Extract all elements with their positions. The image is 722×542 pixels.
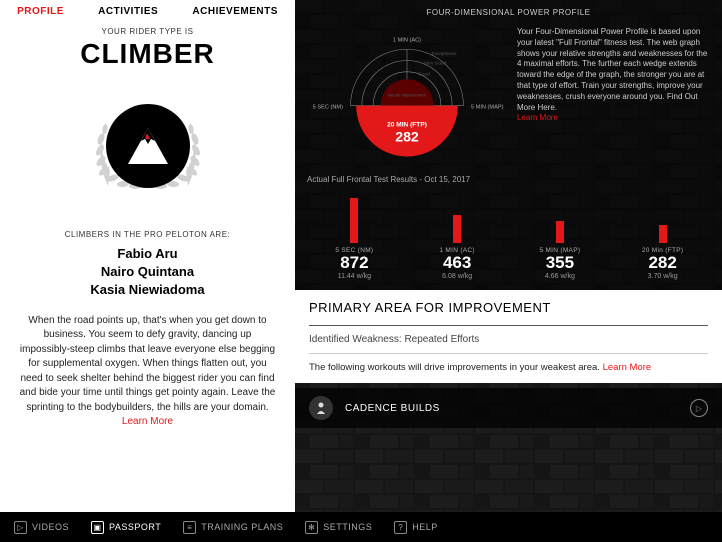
play-icon[interactable]: ▷ <box>690 399 708 417</box>
nav-help[interactable]: ? HELP <box>394 521 438 534</box>
rider-description: When the road points up, that's when you… <box>18 314 277 430</box>
fourd-title: FOUR-DIMENSIONAL POWER PROFILE <box>307 8 710 17</box>
svg-text:282: 282 <box>395 128 419 144</box>
nav-videos[interactable]: ▷ VIDEOS <box>14 521 69 534</box>
improvement-title: PRIMARY AREA FOR IMPROVEMENT <box>309 300 708 315</box>
bar <box>556 221 564 243</box>
learn-more-link[interactable]: Learn More <box>122 416 173 427</box>
pro-name: Kasia Niewiadoma <box>90 281 204 299</box>
svg-text:Good: Good <box>418 72 430 77</box>
tabs: PROFILE ACTIVITIES ACHIEVEMENTS <box>0 0 295 23</box>
bar-item: 20 Min (FTP) 282 3.70 w/kg <box>615 225 710 280</box>
profile-content: YOUR RIDER TYPE IS CLIMBER <box>0 23 295 440</box>
bar-item: 5 MIN (MAP) 355 4.66 w/kg <box>513 221 608 280</box>
nav-label: HELP <box>412 522 438 532</box>
svg-text:1 MIN (AC): 1 MIN (AC) <box>393 38 421 44</box>
workouts-hint: The following workouts will drive improv… <box>309 362 708 373</box>
workout-icon <box>309 396 333 420</box>
mountain-icon <box>106 104 190 188</box>
bar-wkg: 4.66 w/kg <box>545 273 575 280</box>
tab-profile[interactable]: PROFILE <box>17 6 64 17</box>
nav-icon: ▷ <box>14 521 27 534</box>
rider-type-label: YOUR RIDER TYPE IS <box>102 27 194 36</box>
test-bars: 5 SEC (NM) 872 11.44 w/kg 1 MIN (AC) 463… <box>307 190 710 280</box>
svg-text:5 SEC (NM): 5 SEC (NM) <box>313 105 343 111</box>
bar-value: 355 <box>546 254 574 273</box>
svg-text:Very Good: Very Good <box>424 60 447 65</box>
nav-label: VIDEOS <box>32 522 69 532</box>
nav-icon: ✻ <box>305 521 318 534</box>
workout-name: CADENCE BUILDS <box>345 403 678 414</box>
nav-icon: ▣ <box>91 521 104 534</box>
pros-label: CLIMBERS IN THE PRO PELOTON ARE: <box>65 230 231 239</box>
bar-wkg: 3.70 w/kg <box>648 273 678 280</box>
bar-item: 5 SEC (NM) 872 11.44 w/kg <box>307 198 402 280</box>
nav-passport[interactable]: ▣ PASSPORT <box>91 521 161 534</box>
workout-card[interactable]: CADENCE BUILDS ▷ <box>295 388 722 428</box>
svg-text:Needs Improvement: Needs Improvement <box>388 92 427 97</box>
nav-icon: ≡ <box>183 521 196 534</box>
pro-name: Fabio Aru <box>90 245 204 263</box>
tab-achievements[interactable]: ACHIEVEMENTS <box>192 6 277 17</box>
fourd-description: Your Four-Dimensional Power Profile is b… <box>517 21 710 171</box>
left-panel: PROFILE ACTIVITIES ACHIEVEMENTS YOUR RID… <box>0 0 295 512</box>
bar-wkg: 11.44 w/kg <box>338 273 371 280</box>
bar <box>453 215 461 243</box>
svg-text:20 MIN (FTP): 20 MIN (FTP) <box>387 121 427 128</box>
pro-name: Nairo Quintana <box>90 263 204 281</box>
learn-more-link[interactable]: Learn More <box>517 113 558 122</box>
svg-text:Exceptional: Exceptional <box>431 51 455 56</box>
radar-chart: 1 MIN (AC) 5 SEC (NM) 5 MIN (MAP) Except… <box>307 21 507 171</box>
right-panel: FOUR-DIMENSIONAL POWER PROFILE <box>295 0 722 512</box>
bar-item: 1 MIN (AC) 463 6.08 w/kg <box>410 215 505 280</box>
nav-icon: ? <box>394 521 407 534</box>
nav-label: SETTINGS <box>323 522 372 532</box>
nav-label: PASSPORT <box>109 522 161 532</box>
bar-value: 282 <box>648 254 676 273</box>
bar <box>659 225 667 243</box>
rider-type: CLIMBER <box>80 38 215 70</box>
tab-activities[interactable]: ACTIVITIES <box>98 6 158 17</box>
svg-text:5 MIN (MAP): 5 MIN (MAP) <box>471 105 504 111</box>
improvement-section: PRIMARY AREA FOR IMPROVEMENT Identified … <box>295 290 722 383</box>
bottom-nav: ▷ VIDEOS ▣ PASSPORT ≡ TRAINING PLANS ✻ SETTINGS… <box>0 512 722 542</box>
bar-wkg: 6.08 w/kg <box>442 273 472 280</box>
nav-label: TRAINING PLANS <box>201 522 283 532</box>
bar-value: 872 <box>340 254 368 273</box>
bar-value: 463 <box>443 254 471 273</box>
pro-list: Fabio Aru Nairo Quintana Kasia Niewiadom… <box>90 245 204 300</box>
nav-training-plans[interactable]: ≡ TRAINING PLANS <box>183 521 283 534</box>
learn-more-link[interactable]: Learn More <box>603 362 652 373</box>
nav-settings[interactable]: ✻ SETTINGS <box>305 521 372 534</box>
bar <box>350 198 358 243</box>
weakness-line: Identified Weakness: Repeated Efforts <box>309 334 708 345</box>
power-profile-section: FOUR-DIMENSIONAL POWER PROFILE <box>295 0 722 290</box>
rider-badge <box>78 76 218 216</box>
